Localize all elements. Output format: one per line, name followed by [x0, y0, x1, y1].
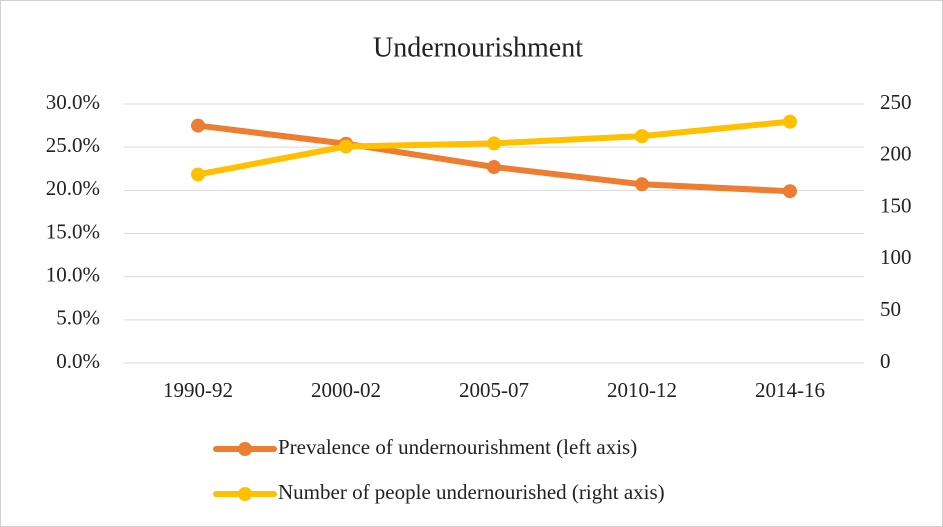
series-marker [487, 136, 501, 151]
y-tick-label: 25.0% [46, 133, 100, 157]
x-tick-label: 2005-07 [459, 378, 529, 402]
y-tick-label: 0.0% [56, 349, 100, 373]
y2-tick-label: 100 [880, 245, 912, 269]
legend-label: Number of people undernourished (right a… [278, 480, 665, 504]
legend: Prevalence of undernourishment (left axi… [213, 435, 665, 504]
grid: 0.0% 5.0% 10.0% 15.0% 20.0% 25.0% 30.0% 0 50 100 1… [46, 90, 912, 402]
y-tick-label: 20.0% [46, 176, 100, 200]
y-tick-label: 15.0% [46, 219, 100, 243]
series-marker [487, 160, 501, 175]
x-tick-label: 2010-12 [607, 378, 677, 402]
x-tick-label: 2014-16 [755, 378, 825, 402]
series-marker [339, 139, 353, 154]
legend-swatch-marker [238, 442, 252, 456]
series-marker [191, 167, 205, 182]
series-marker [635, 177, 649, 192]
x-tick-label: 2000-02 [311, 378, 381, 402]
plot [191, 114, 797, 199]
y2-tick-label: 200 [880, 142, 912, 166]
y2-tick-label: 150 [880, 193, 912, 217]
series-marker [191, 118, 205, 133]
series-marker [783, 114, 797, 129]
y2-tick-label: 50 [880, 297, 901, 321]
y-tick-label: 10.0% [46, 262, 100, 286]
y2-tick-label: 250 [880, 90, 912, 114]
y-tick-label: 30.0% [46, 90, 100, 114]
y2-tick-label: 0 [880, 349, 891, 373]
y-tick-label: 5.0% [56, 306, 100, 330]
chart-title: Undernourishment [373, 32, 583, 63]
series-marker [783, 184, 797, 199]
x-tick-label: 1990-92 [163, 378, 233, 402]
legend-label: Prevalence of undernourishment (left axi… [278, 435, 637, 459]
legend-swatch-marker [238, 487, 252, 501]
series-marker [635, 129, 649, 144]
